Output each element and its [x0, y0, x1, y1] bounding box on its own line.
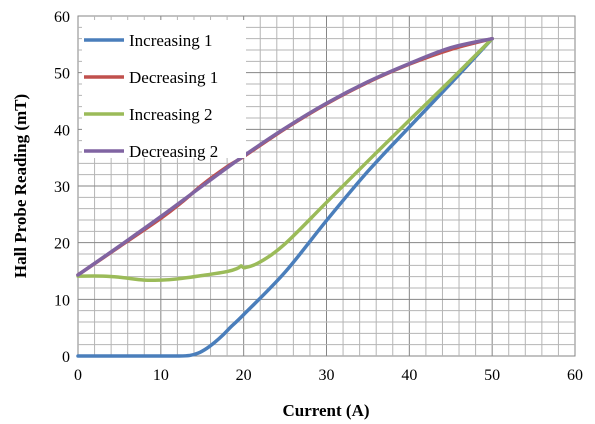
legend-label-decreasing-1: Decreasing 1 [129, 68, 218, 87]
y-tick-label: 30 [54, 179, 70, 196]
x-axis-title: Current (A) [282, 401, 369, 420]
legend-label-decreasing-2: Decreasing 2 [129, 142, 218, 161]
y-axis-title: Hall Probe Reading (mT) [11, 94, 30, 278]
tick-labels: 0 10 20 30 40 50 60 0 10 20 30 40 50 60 [54, 9, 583, 384]
y-tick-label: 60 [54, 9, 70, 26]
y-tick-label: 20 [54, 236, 70, 253]
x-tick-label: 30 [319, 367, 335, 384]
series-line-decreasing-2 [76, 36, 494, 277]
series-line-increasing-2 [76, 36, 494, 283]
x-tick-label: 50 [484, 367, 500, 384]
y-tick-label: 0 [62, 349, 70, 366]
x-tick-label: 40 [401, 367, 417, 384]
x-tick-label: 20 [236, 367, 252, 384]
legend: Increasing 1 Decreasing 1 Increasing 2 Decr… [84, 31, 218, 161]
y-tick-label: 50 [54, 66, 70, 83]
x-tick-label: 60 [567, 367, 583, 384]
legend-background [82, 20, 246, 158]
series-line-increasing-1 [76, 36, 494, 358]
x-tick-label: 0 [74, 367, 82, 384]
legend-label-increasing-1: Increasing 1 [129, 31, 213, 50]
legend-label-increasing-2: Increasing 2 [129, 105, 213, 124]
x-tick-label: 10 [153, 367, 169, 384]
y-tick-label: 10 [54, 292, 70, 309]
y-tick-label: 40 [54, 122, 70, 139]
